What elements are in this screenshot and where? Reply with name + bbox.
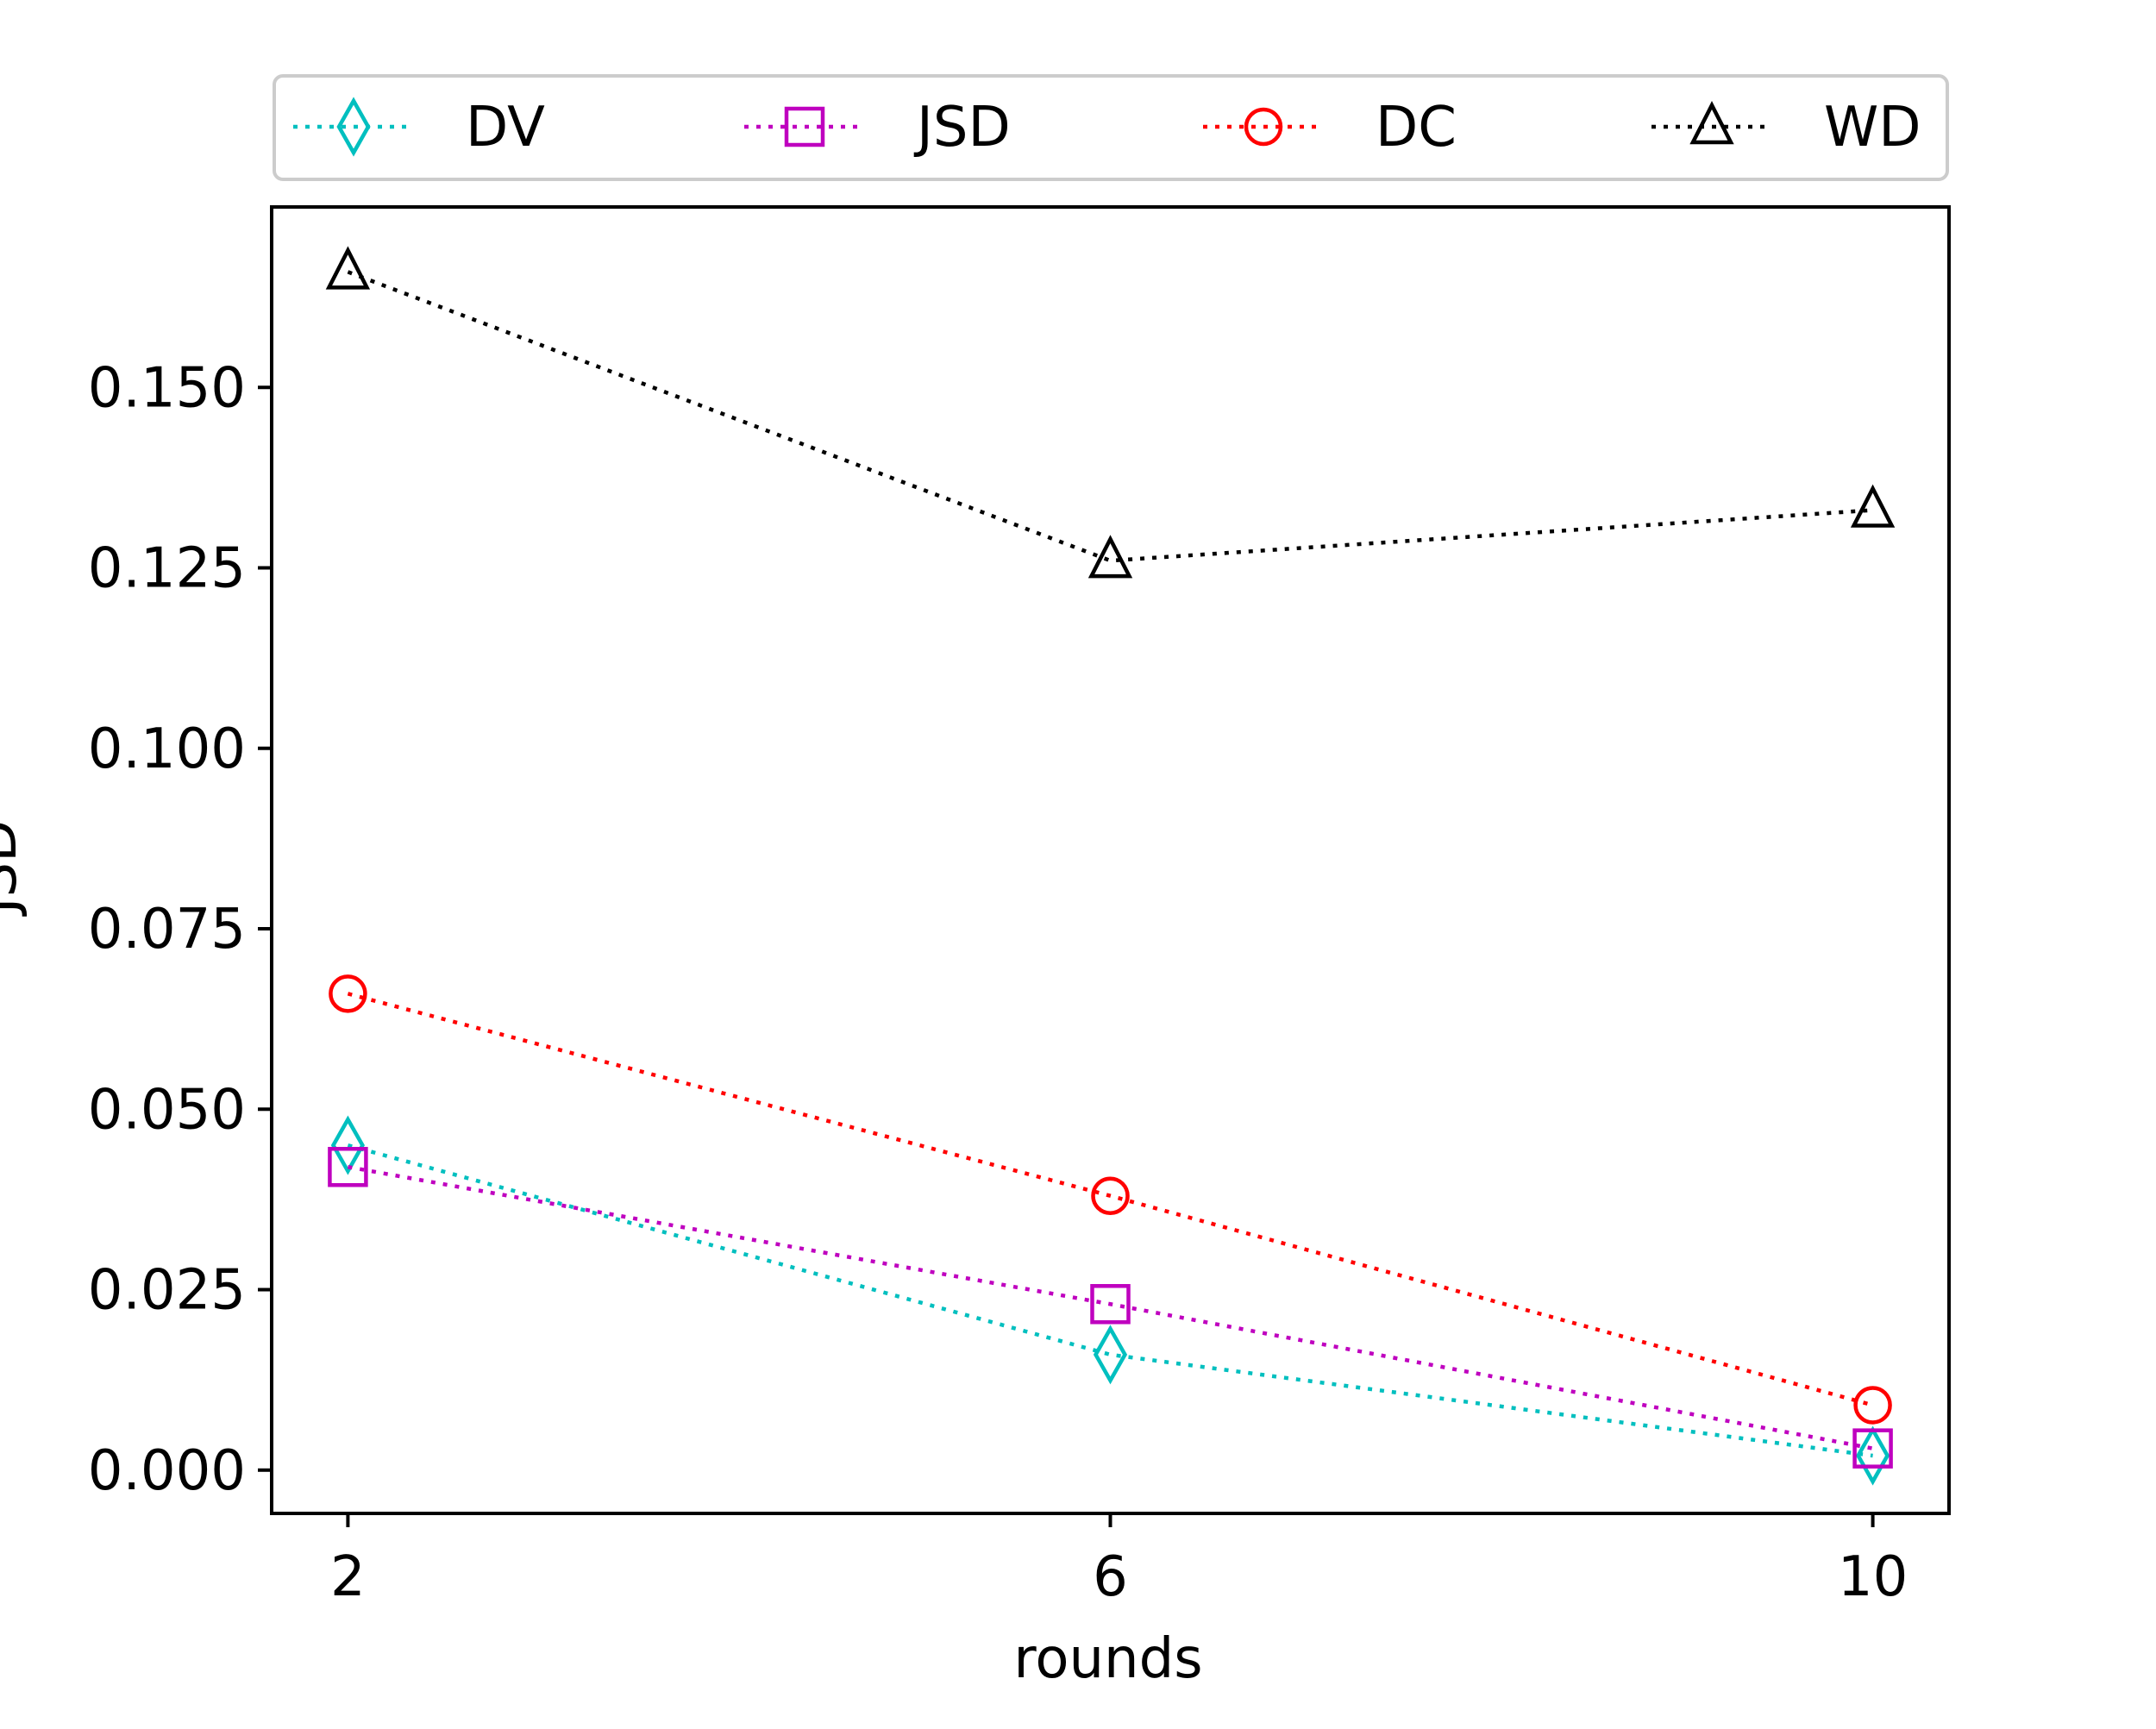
plot-frame <box>270 205 1951 1515</box>
y-axis-title: JSD <box>0 820 29 918</box>
legend-marker-circle-icon <box>1244 107 1283 147</box>
data-point-dv <box>1856 1425 1890 1486</box>
legend-marker-diamond-icon <box>336 97 371 157</box>
legend-item-jsd: JSD <box>744 96 1011 160</box>
x-tick-label: 6 <box>1093 1545 1128 1609</box>
x-tick-label: 10 <box>1838 1545 1908 1609</box>
series-line-jsd <box>348 1165 1874 1450</box>
legend-label: JSD <box>913 96 1011 160</box>
series-jsd <box>328 1146 1893 1469</box>
y-tick-label: 0.075 <box>88 898 246 962</box>
legend-item-dc: DC <box>1203 96 1457 160</box>
series-line-wd <box>347 270 1873 563</box>
data-point-jsd <box>1090 1284 1131 1325</box>
data-point-dc <box>1853 1386 1892 1425</box>
legend-marker-triangle-icon <box>1689 101 1734 145</box>
y-tick-label: 0.125 <box>88 537 246 601</box>
data-point-dv <box>330 1115 365 1175</box>
legend-label: WD <box>1824 96 1921 160</box>
data-point-dc <box>1091 1176 1130 1215</box>
y-tick-label: 0.050 <box>88 1078 246 1142</box>
y-tick-label: 0.025 <box>88 1259 246 1323</box>
x-tick-label: 2 <box>330 1545 366 1609</box>
axes: 0.000 0.025 0.050 0.075 0.100 0.125 0.150 2 6 10 <box>88 205 1951 1609</box>
legend-box <box>273 74 1949 181</box>
y-tick-label: 0.100 <box>88 717 246 781</box>
data-point-dv <box>1093 1325 1128 1385</box>
series-line-dc <box>347 992 1874 1407</box>
x-axis-title: rounds <box>1013 1627 1202 1691</box>
data-point-jsd <box>328 1146 368 1187</box>
legend-label: DV <box>466 96 545 160</box>
legend-item-wd: WD <box>1651 96 1921 160</box>
series-line-dv <box>347 1143 1873 1458</box>
series-dc <box>329 974 1892 1425</box>
data-point-dc <box>329 974 367 1013</box>
legend-item-dv: DV <box>293 96 545 160</box>
y-tick-label: 0.000 <box>88 1439 246 1503</box>
legend: DV JSD DC WD <box>273 74 1949 181</box>
data-point-jsd <box>1852 1428 1893 1469</box>
series-dv <box>330 1115 1890 1486</box>
legend-label: DC <box>1376 96 1457 160</box>
data-point-wd <box>1850 484 1896 528</box>
series-wd <box>325 246 1896 579</box>
series-group <box>325 246 1896 1486</box>
legend-marker-square-icon <box>784 106 825 147</box>
data-point-wd <box>325 246 371 290</box>
y-tick-label: 0.150 <box>88 356 246 420</box>
data-point-wd <box>1087 535 1133 579</box>
